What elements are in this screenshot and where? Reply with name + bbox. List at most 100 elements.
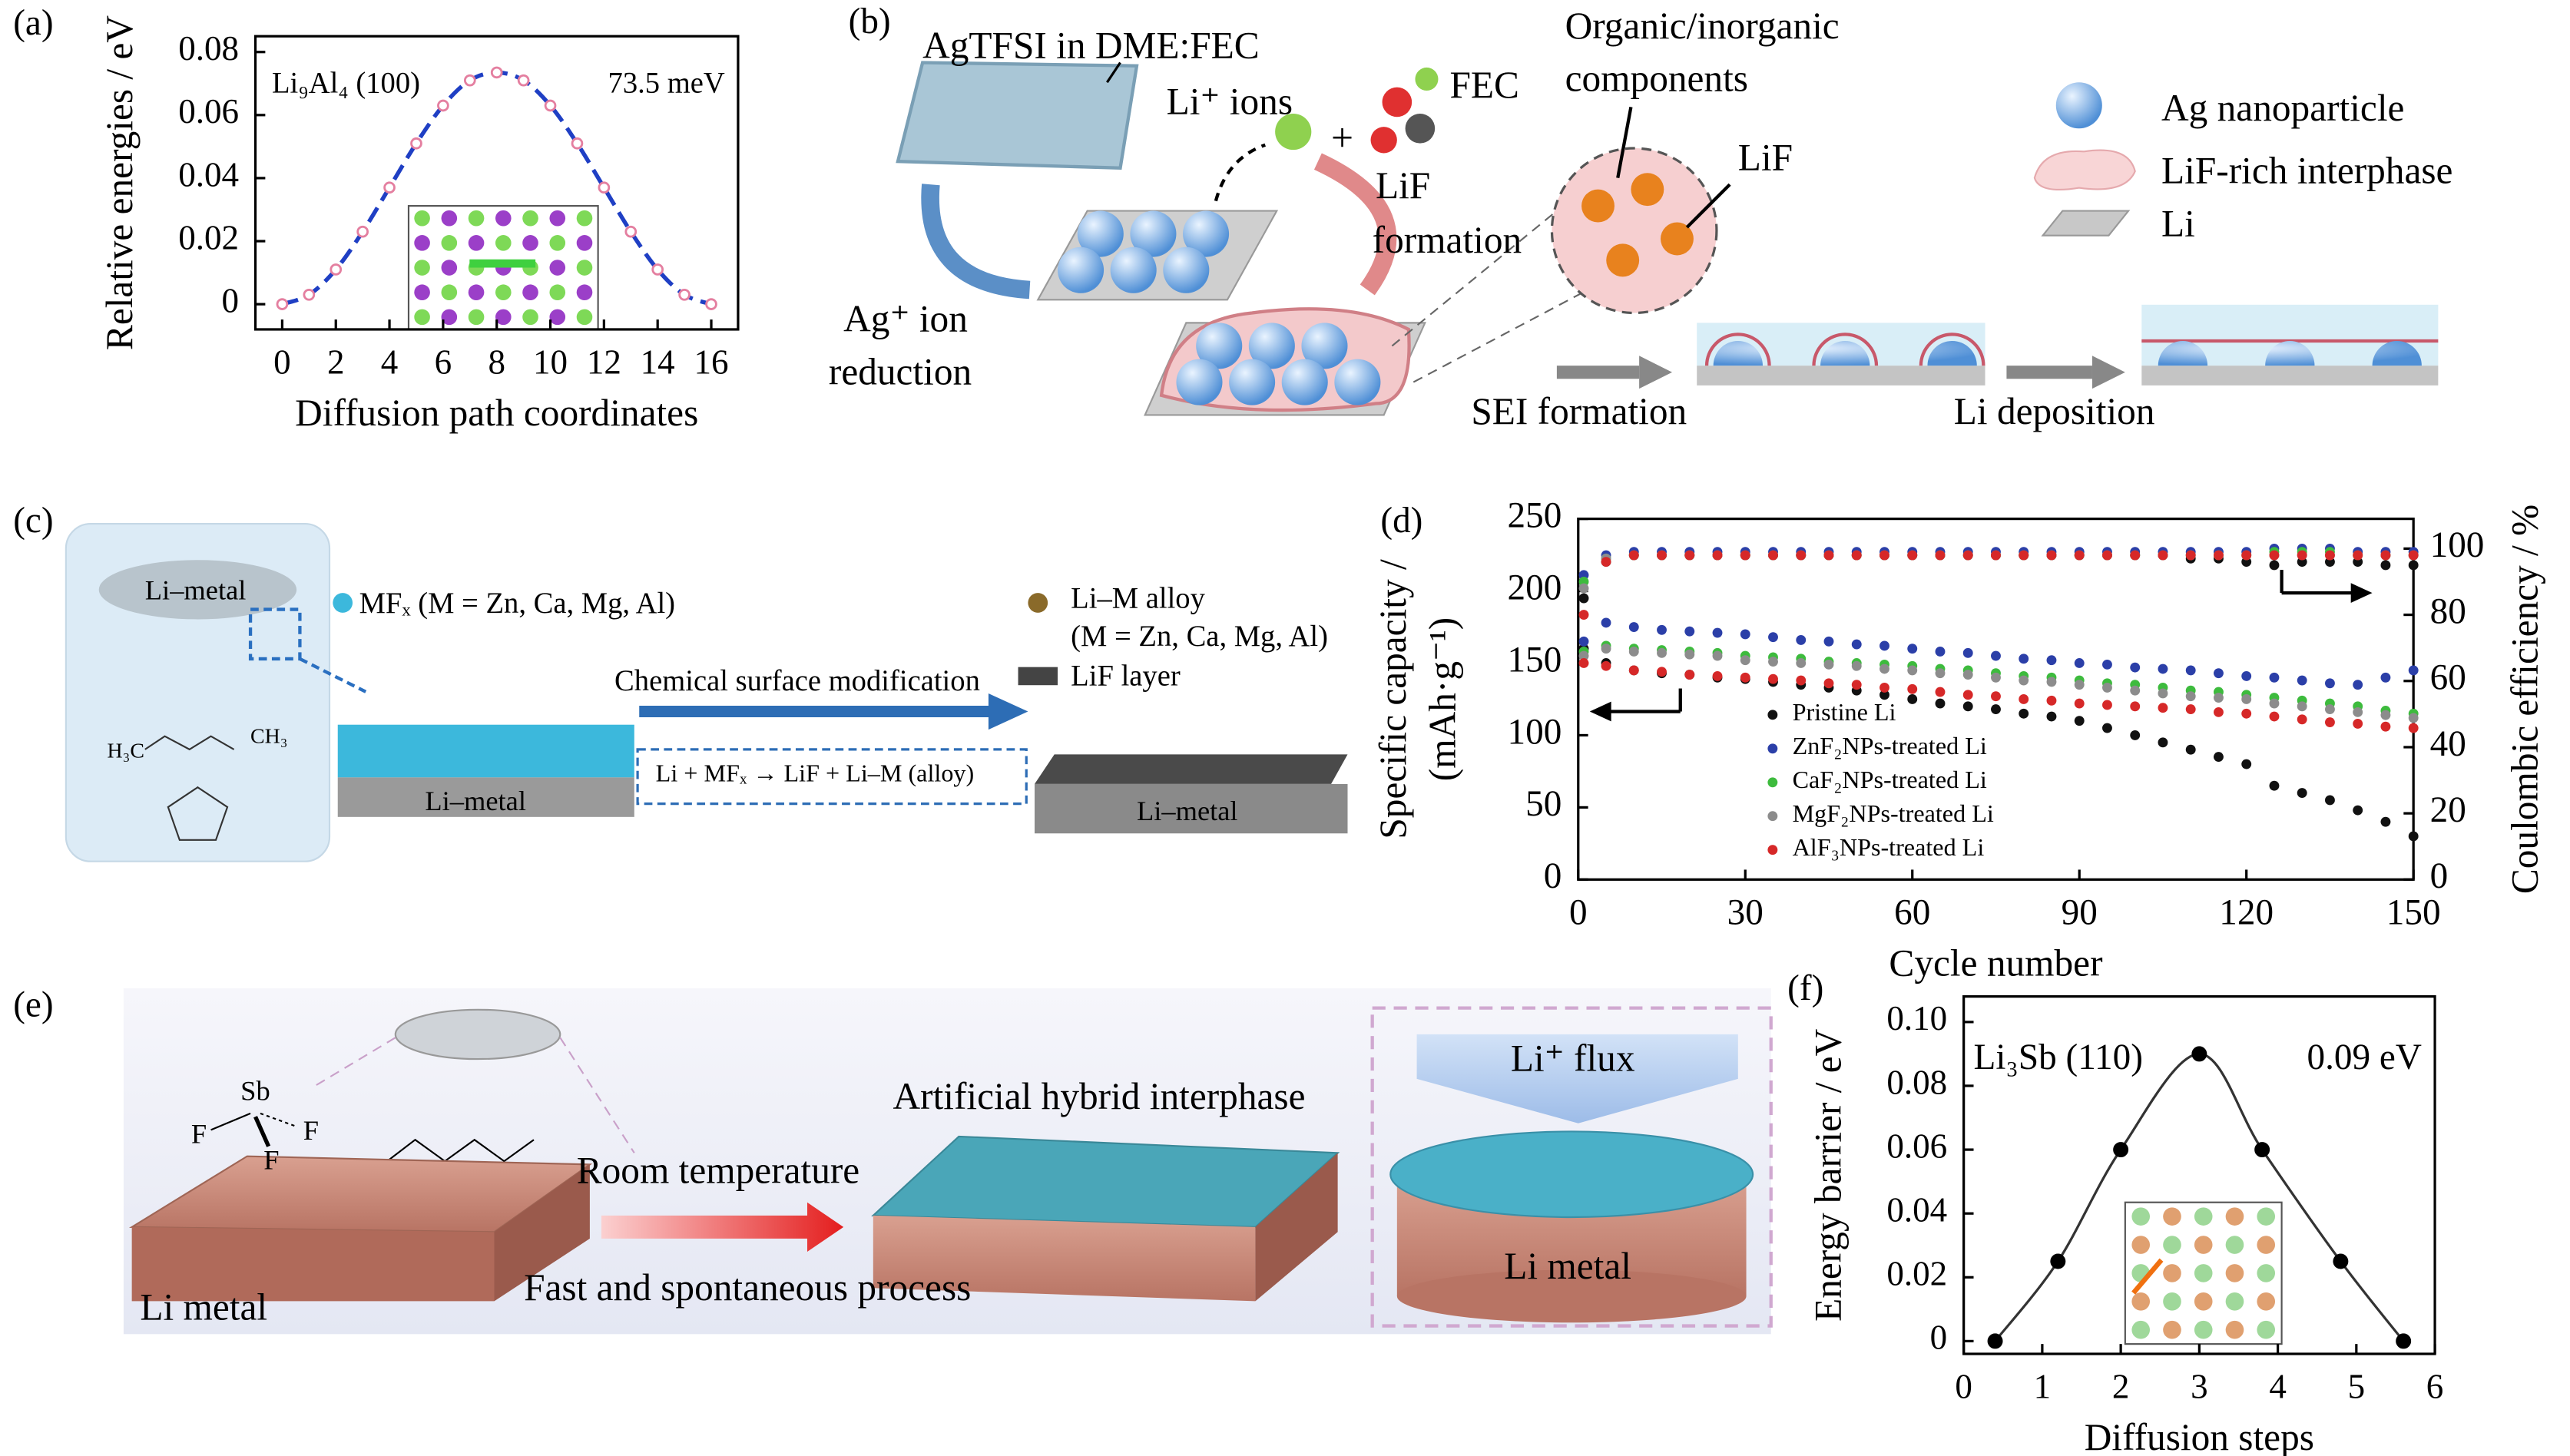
diagram-label: Ag nanoparticle (2161, 87, 2404, 129)
diagram-label: Li metal (140, 1286, 267, 1329)
ag-spheres (1176, 323, 1381, 405)
capacity-point (1962, 670, 1973, 680)
atom (1370, 127, 1397, 154)
atom (1382, 87, 1413, 117)
atom (2131, 1292, 2151, 1311)
sei-arcs (1704, 333, 1985, 366)
capacity-point (2158, 737, 2168, 748)
capacity-point (1907, 644, 1918, 654)
x-tick-label: 3 (2191, 1368, 2208, 1406)
capacity-point (2074, 716, 2085, 726)
efficiency-point (2325, 550, 2335, 561)
capacity-point (1823, 659, 1834, 670)
efficiency-point (2380, 550, 2391, 561)
diagram-label: Organic/inorganic (1565, 5, 1840, 47)
efficiency-point (2269, 560, 2280, 571)
zoom-box (248, 607, 302, 661)
ag-spheres (1058, 210, 1230, 293)
efficiency-point (1907, 550, 1918, 561)
capacity-point (2380, 710, 2391, 720)
atom (2131, 1236, 2151, 1254)
capacity-point (1684, 649, 1695, 660)
capacity-point (1935, 698, 1946, 709)
axis-arrow-head (2350, 583, 2373, 603)
diagram-label: MFₓ (M = Zn, Ca, Mg, Al) (359, 587, 675, 620)
capacity-point (2241, 670, 2252, 681)
capacity-point (2241, 708, 2252, 719)
y-tick-label: 0.02 (1886, 1255, 1947, 1293)
efficiency-point (1684, 550, 1695, 561)
capacity-point (1796, 634, 1807, 645)
capacity-point (1879, 683, 1889, 693)
atom (2257, 1292, 2276, 1311)
particle (1606, 243, 1640, 277)
x-tick-label: 6 (435, 342, 452, 381)
diagram-label: F (303, 1115, 319, 1146)
diagram-label: F (191, 1118, 207, 1149)
capacity-point (1935, 647, 1946, 657)
capacity-point (1962, 690, 1973, 700)
capacity-point (2269, 711, 2280, 722)
x-tick-label: 14 (641, 342, 675, 381)
diagram-label: LiF (1376, 164, 1430, 207)
legend-label: MgF₂NPs-treated Li (1793, 799, 1994, 827)
process-arrow-head (2091, 356, 2125, 389)
capacity-point (2353, 680, 2363, 690)
atom (549, 309, 566, 326)
efficiency-point (1578, 593, 1589, 604)
sphere (1176, 359, 1223, 405)
sphere (1248, 323, 1295, 369)
marker (598, 181, 611, 194)
y2-tick-label: 20 (2430, 790, 2466, 830)
atom (2225, 1236, 2244, 1254)
atom (2131, 1320, 2151, 1339)
capacity-point (2241, 694, 2252, 704)
capacity-point (2158, 688, 2168, 699)
efficiency-point (1578, 583, 1589, 594)
capacity-point (1657, 667, 1667, 677)
atom (441, 309, 458, 326)
capacity-point (2241, 759, 2252, 769)
atom (2194, 1320, 2213, 1339)
efficiency-point (2241, 550, 2252, 561)
diagram-label: (M = Zn, Ca, Mg, Al) (1071, 620, 1328, 653)
y-tick-label: 0 (1544, 856, 1562, 896)
efficiency-point (2102, 550, 2112, 561)
capacity-point (2408, 831, 2419, 842)
diagram-label: Li–metal (145, 575, 247, 606)
marker (2050, 1253, 2066, 1269)
capacity-point (1991, 691, 2001, 702)
process-arrow (2006, 366, 2092, 379)
atom (576, 260, 593, 276)
alloy-dot (1028, 593, 1048, 613)
capacity-point (1851, 680, 1862, 690)
y2-tick-label: 40 (2430, 724, 2466, 764)
marker (2254, 1142, 2270, 1158)
panel-label: (a) (13, 3, 53, 43)
x-tick-label: 1 (2034, 1368, 2052, 1406)
x-axis-label: Diffusion steps (2085, 1416, 2314, 1456)
legend-label: ZnF₂NPs-treated Li (1793, 732, 1987, 759)
capacity-point (1740, 655, 1750, 666)
x-tick-label: 60 (1894, 892, 1930, 932)
capacity-point (1601, 644, 1611, 654)
x-tick-label: 30 (1727, 892, 1764, 932)
diagram-label: Fast and spontaneous process (524, 1266, 971, 1309)
capacity-point (1740, 629, 1750, 640)
atom (522, 284, 538, 300)
capacity-point (1796, 675, 1807, 686)
path-arrow (2131, 1258, 2164, 1295)
panel-label: (d) (1380, 501, 1422, 541)
x-tick-label: 150 (2386, 892, 2441, 932)
atom (576, 210, 593, 227)
ag-domes (2158, 340, 2422, 366)
capacity-point (2046, 655, 2057, 666)
panel-label: (e) (13, 984, 53, 1024)
capacity-point (2269, 780, 2280, 791)
diagram-label: Li + MFₓ → LiF + Li–M (alloy) (656, 759, 974, 787)
li-metal-side (494, 1164, 590, 1302)
atom (495, 284, 512, 300)
atom (2225, 1207, 2244, 1226)
x-tick-label: 4 (2269, 1368, 2287, 1406)
annotation: 0.09 eV (2307, 1037, 2422, 1077)
